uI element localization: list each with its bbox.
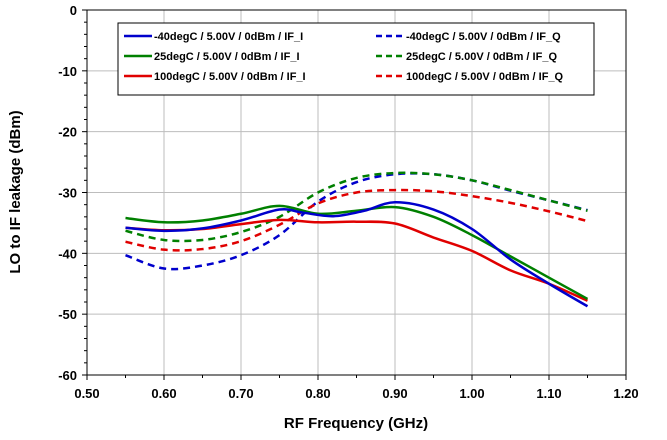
x-tick-label: 0.50 bbox=[74, 386, 99, 401]
y-tick-label: 0 bbox=[70, 3, 77, 18]
y-tick-labels: 0 -10 -20 -30 -40 -50 -60 bbox=[58, 3, 77, 383]
y-axis-title: LO to IF leakage (dBm) bbox=[7, 110, 24, 273]
series-line-2 bbox=[125, 204, 589, 301]
x-tick-label: 0.80 bbox=[305, 386, 330, 401]
x-tick-labels: 0.50 0.60 0.70 0.80 0.90 1.00 1.10 1.20 bbox=[74, 386, 638, 401]
series-line-5 bbox=[125, 188, 588, 252]
x-tick-label: 0.60 bbox=[151, 386, 176, 401]
legend-box bbox=[117, 22, 595, 96]
legend: -40degC / 5.00V / 0dBm / IF_I -40degC / 5… bbox=[117, 22, 595, 96]
legend-label: 100degC / 5.00V / 0dBm / IF_Q bbox=[406, 71, 564, 83]
y-tick-label: -40 bbox=[58, 246, 77, 261]
legend-label: 25degC / 5.00V / 0dBm / IF_Q bbox=[406, 51, 557, 63]
y-tick-label: -60 bbox=[58, 368, 77, 383]
legend-label: 100degC / 5.00V / 0dBm / IF_I bbox=[154, 71, 306, 83]
legend-label: -40degC / 5.00V / 0dBm / IF_Q bbox=[406, 31, 561, 43]
x-axis-title: RF Frequency (GHz) bbox=[284, 415, 428, 432]
legend-label: 25degC / 5.00V / 0dBm / IF_I bbox=[154, 51, 300, 63]
plot-border bbox=[86, 9, 627, 376]
y-tick-label: -30 bbox=[58, 186, 77, 201]
x-tick-label: 1.00 bbox=[459, 386, 484, 401]
series-line-3 bbox=[125, 171, 588, 243]
y-tick-label: -10 bbox=[58, 64, 77, 79]
y-tick-label: -50 bbox=[58, 307, 77, 322]
x-tick-label: 0.90 bbox=[382, 386, 407, 401]
x-tick-label: 1.20 bbox=[613, 386, 638, 401]
series-lines bbox=[125, 171, 589, 308]
x-tick-label: 0.70 bbox=[228, 386, 253, 401]
series-line-0 bbox=[125, 200, 589, 308]
y-tick-label: -20 bbox=[58, 125, 77, 140]
legend-label: -40degC / 5.00V / 0dBm / IF_I bbox=[154, 31, 303, 43]
x-tick-label: 1.10 bbox=[536, 386, 561, 401]
